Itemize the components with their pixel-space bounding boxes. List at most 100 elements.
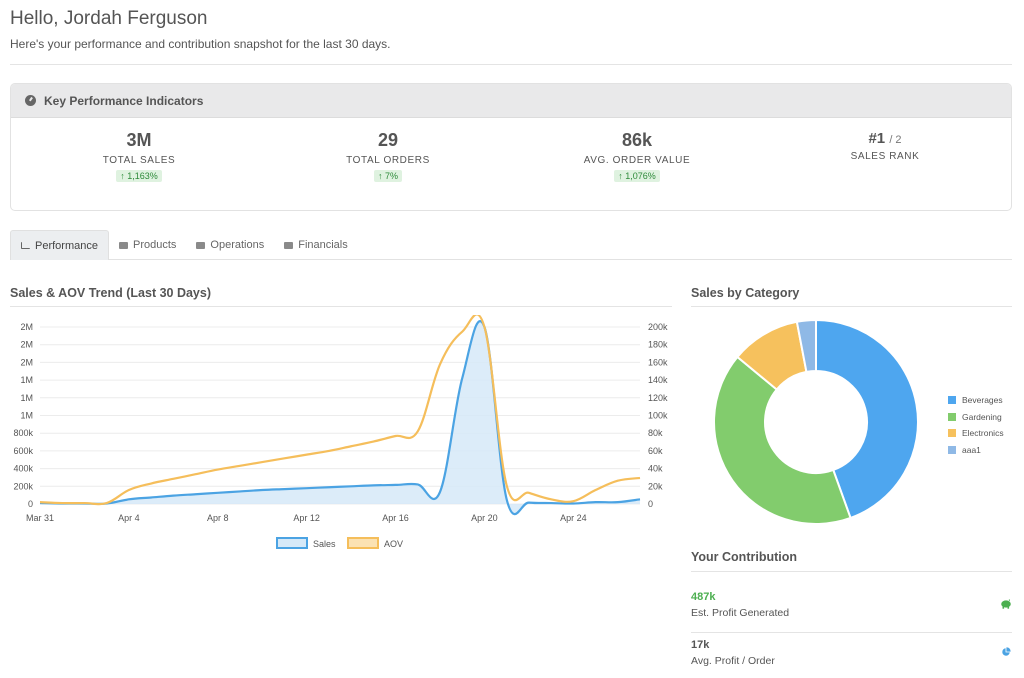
kpi-card: Key Performance Indicators 3M TOTAL SALE… — [10, 83, 1012, 211]
contribution-label: Est. Profit Generated — [691, 607, 790, 619]
contribution-label: Avg. Profit / Order — [691, 655, 775, 667]
tab-label: Products — [132, 239, 177, 251]
greeting-title: Hello, Jordah Ferguson — [10, 8, 208, 29]
x-tick-label: Mar 31 — [26, 513, 54, 523]
legend-swatch — [948, 412, 956, 421]
category-title: Sales by Category — [691, 286, 800, 300]
category-title-divider — [691, 306, 1012, 307]
y-right-tick-label: 100k — [648, 411, 668, 421]
kpi-rank-total: / 2 — [889, 134, 902, 146]
y-right-tick-label: 20k — [648, 481, 663, 491]
y-left-tick-label: 1M — [20, 393, 33, 403]
kpi-value: 3M — [126, 130, 152, 150]
y-left-tick-label: 1M — [20, 375, 33, 385]
x-tick-label: Apr 12 — [293, 513, 320, 523]
tab-label: Operations — [210, 239, 265, 251]
kpi-total-orders: 29 TOTAL ORDERS ↑ 7% — [268, 130, 508, 184]
x-tick-label: Apr 8 — [207, 513, 229, 523]
kpi-change-badge: ↑ 7% — [373, 170, 402, 182]
legend-swatch-aov — [347, 537, 379, 549]
legend-label-aov: AOV — [384, 539, 403, 549]
kpi-avg-order-value: 86k AVG. ORDER VALUE ↑ 1,076% — [517, 130, 757, 184]
category-legend-item[interactable]: Gardening — [948, 409, 1004, 426]
kpi-label: TOTAL ORDERS — [346, 155, 430, 166]
y-right-tick-label: 160k — [648, 357, 668, 367]
category-legend-item[interactable]: Electronics — [948, 425, 1004, 442]
tab-products[interactable]: Products — [109, 230, 186, 260]
kpi-sales-rank: #1 / 2 SALES RANK — [765, 130, 1005, 162]
kpi-change-badge: ↑ 1,076% — [614, 170, 660, 182]
tab-label: Performance — [35, 239, 98, 252]
tab-operations[interactable]: Operations — [186, 230, 274, 260]
line-chart-icon — [21, 242, 30, 249]
category-legend-item[interactable]: Beverages — [948, 392, 1004, 409]
y-left-tick-label: 200k — [13, 481, 33, 491]
kpi-label: SALES RANK — [850, 151, 920, 162]
contribution-title: Your Contribution — [691, 550, 797, 564]
legend-label: Electronics — [962, 428, 1004, 439]
legend-label-sales: Sales — [313, 539, 336, 549]
legend-swatch — [948, 429, 956, 438]
contribution-title-divider — [691, 571, 1012, 572]
y-left-tick-label: 400k — [13, 464, 33, 474]
y-left-tick-label: 1M — [20, 411, 33, 421]
tab-bar: Performance Products Operations Financia… — [10, 230, 1012, 260]
sales-line — [39, 320, 641, 516]
trend-title-divider — [10, 306, 672, 307]
kpi-header: Key Performance Indicators — [11, 84, 1011, 118]
y-right-tick-label: 200k — [648, 322, 668, 332]
kpi-value: 29 — [377, 130, 399, 150]
legend-swatch — [948, 445, 956, 454]
donut-slice-beverages — [815, 318, 919, 520]
y-right-tick-label: 140k — [648, 375, 668, 385]
x-tick-label: Apr 16 — [382, 513, 409, 523]
header-divider — [10, 64, 1012, 65]
y-right-tick-label: 180k — [648, 340, 668, 350]
dashboard-icon — [25, 95, 36, 106]
kpi-label: TOTAL SALES — [102, 155, 176, 166]
sales-area — [40, 321, 640, 515]
legend-swatch — [948, 396, 956, 405]
kpi-change-badge: ↑ 1,163% — [116, 170, 162, 182]
pie-chart-icon — [1002, 647, 1011, 656]
y-left-tick-label: 2M — [20, 357, 33, 367]
y-right-tick-label: 120k — [648, 393, 668, 403]
y-left-tick-label: 2M — [20, 322, 33, 332]
legend-label: Beverages — [962, 395, 1003, 406]
legend-label: Gardening — [962, 411, 1002, 422]
wallet-icon — [284, 241, 294, 249]
y-right-tick-label: 60k — [648, 446, 663, 456]
y-right-tick-label: 40k — [648, 464, 663, 474]
piggy-bank-icon — [1001, 599, 1011, 609]
contribution-value: 487k — [691, 591, 716, 603]
sales-by-category-chart — [713, 318, 919, 525]
sales-aov-trend-chart: 0 0 200k 20k 400k 40k 600k 60k 800k 80k 1M 100k 1M 12… — [13, 315, 668, 549]
kpi-rank-line: #1 / 2 — [765, 130, 1005, 147]
x-tick-label: Apr 4 — [118, 513, 140, 523]
aov-line — [39, 315, 641, 506]
tab-performance[interactable]: Performance — [10, 230, 109, 260]
kpi-label: AVG. ORDER VALUE — [583, 155, 691, 166]
kpi-rank-value: #1 — [868, 130, 886, 147]
legend-label: aaa1 — [962, 444, 981, 455]
kpi-title: Key Performance Indicators — [44, 93, 204, 108]
legend-swatch-sales — [276, 537, 308, 549]
tab-label: Financials — [298, 239, 348, 251]
warehouse-icon — [196, 241, 206, 249]
x-tick-label: Apr 24 — [560, 513, 587, 523]
contribution-avg-profit: 17k Avg. Profit / Order — [691, 633, 1012, 678]
y-right-tick-label: 80k — [648, 428, 663, 438]
tab-financials[interactable]: Financials — [274, 230, 358, 260]
y-left-tick-label: 600k — [13, 446, 33, 456]
kpi-total-sales: 3M TOTAL SALES ↑ 1,163% — [19, 130, 259, 184]
y-left-tick-label: 800k — [13, 428, 33, 438]
contribution-value: 17k — [691, 639, 710, 651]
category-legend-item[interactable]: aaa1 — [948, 442, 1004, 459]
y-right-tick-label: 0 — [648, 499, 653, 509]
y-left-tick-label: 0 — [28, 499, 33, 509]
trend-title: Sales & AOV Trend (Last 30 Days) — [10, 286, 212, 300]
category-legend: Beverages Gardening Electronics aaa1 — [948, 392, 1004, 458]
x-tick-label: Apr 20 — [471, 513, 498, 523]
boxes-icon — [118, 241, 128, 249]
donut-slice-gardening — [713, 355, 852, 525]
